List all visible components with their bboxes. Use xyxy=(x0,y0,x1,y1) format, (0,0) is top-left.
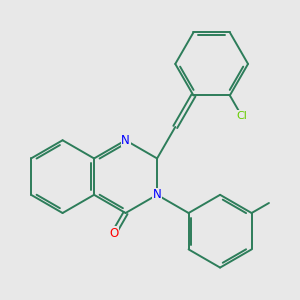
Text: Cl: Cl xyxy=(236,111,247,121)
Text: O: O xyxy=(109,227,119,240)
Text: N: N xyxy=(153,188,161,201)
Text: N: N xyxy=(121,134,130,147)
